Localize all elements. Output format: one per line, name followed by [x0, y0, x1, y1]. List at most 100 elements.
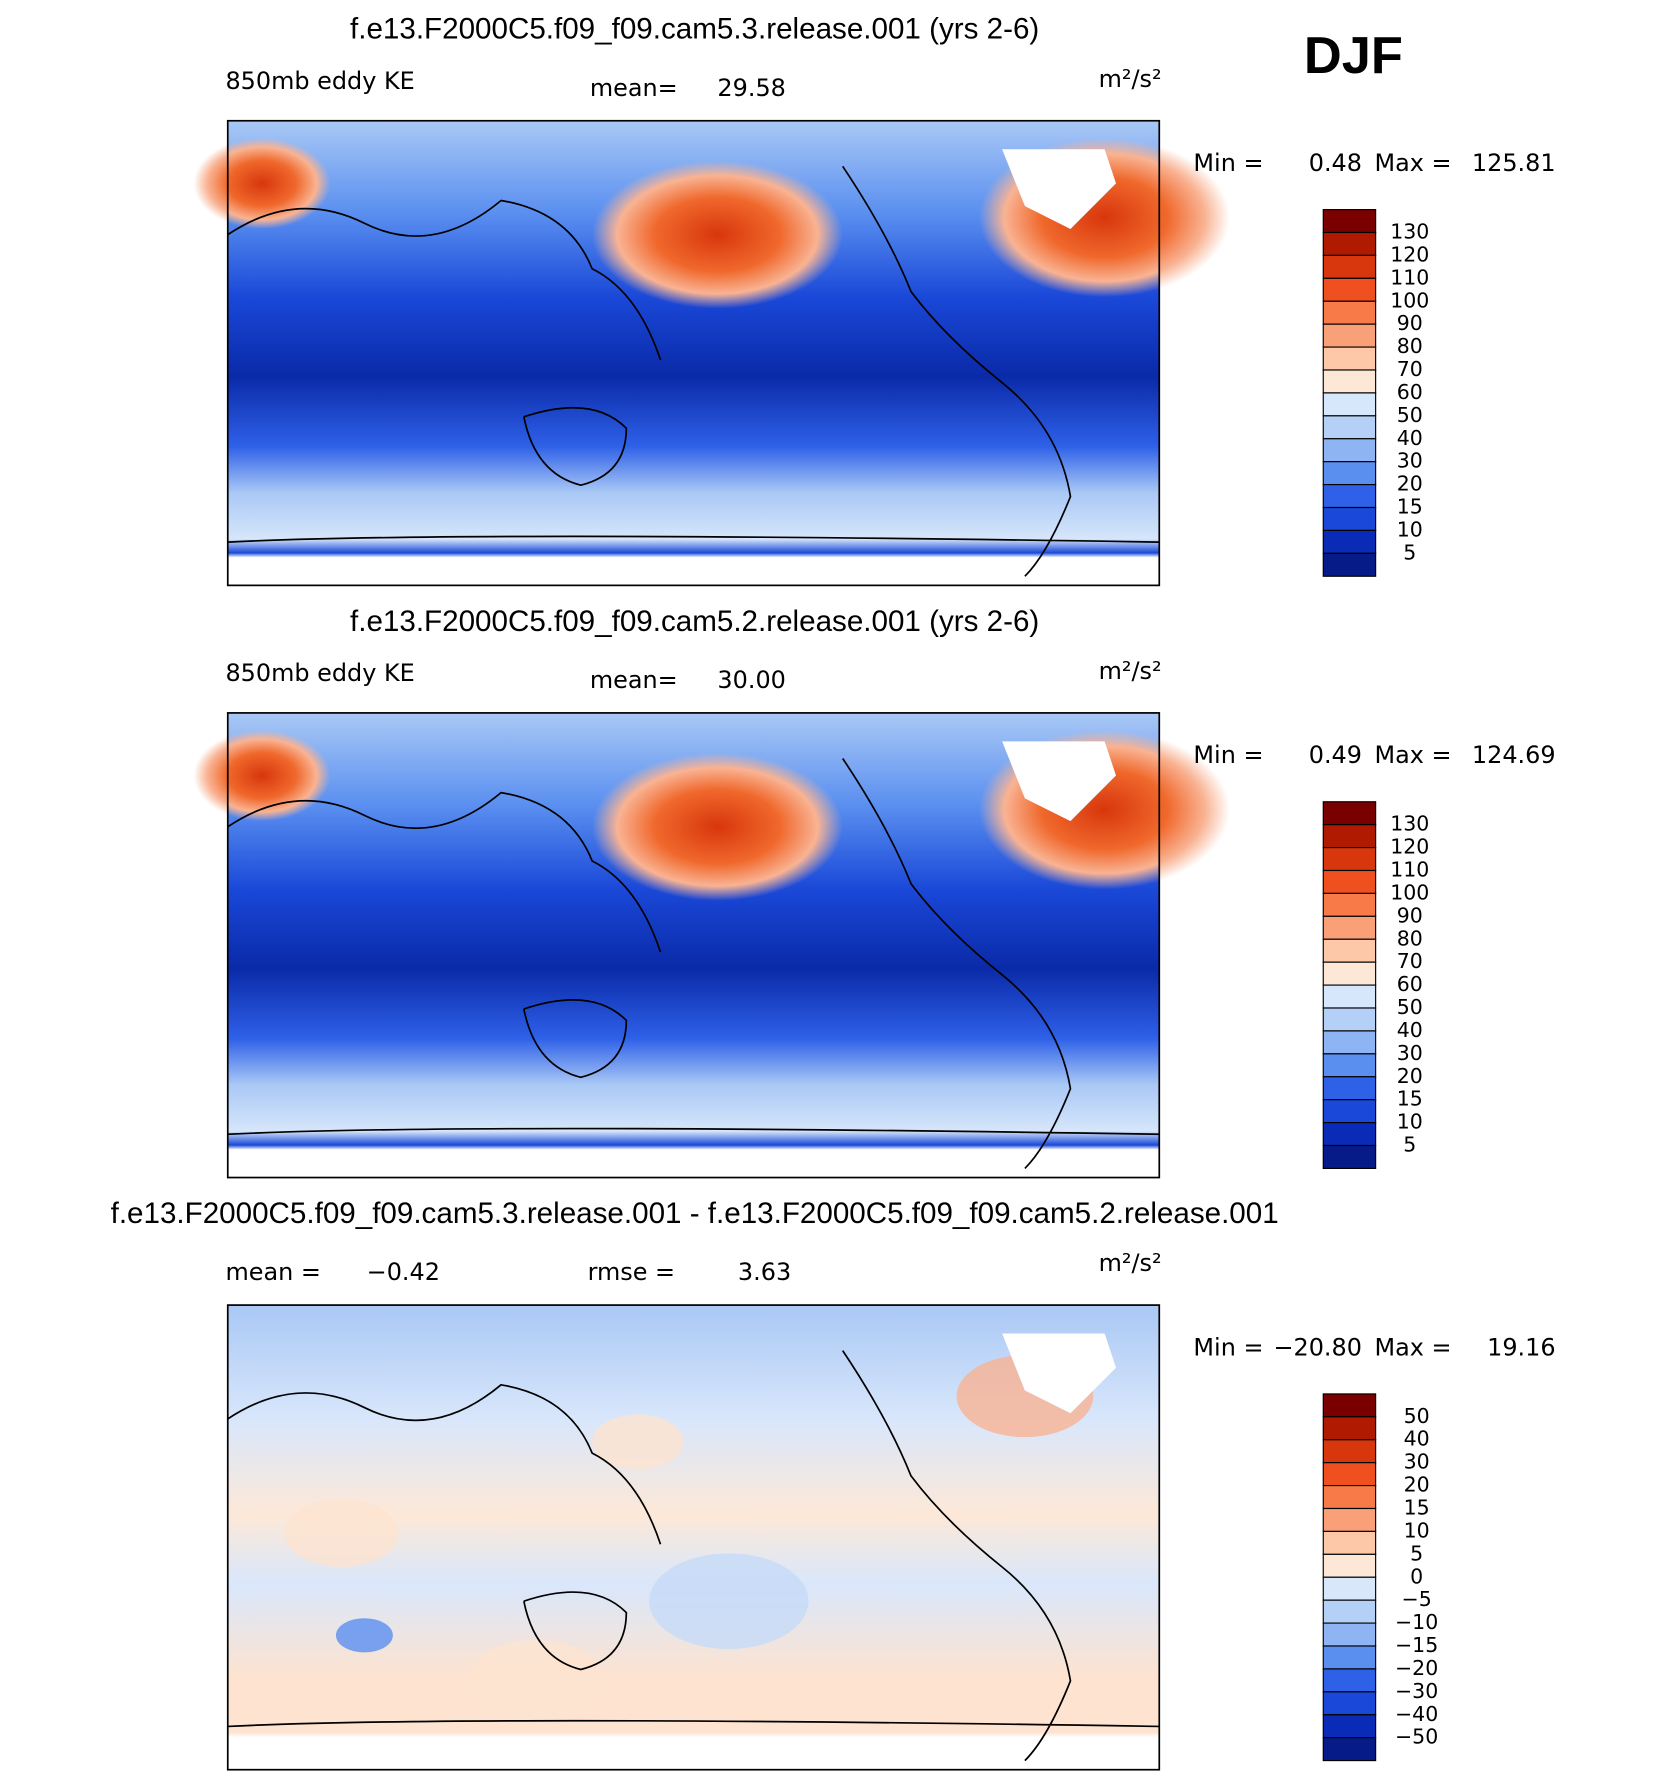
colorbar-label: 40: [1397, 426, 1423, 450]
colorbar-label: 30: [1397, 449, 1423, 473]
colorbar-box: [1322, 1714, 1377, 1739]
colorbar-box: [1322, 1622, 1377, 1647]
stat-value: −0.42: [367, 1258, 440, 1286]
map-frame: [226, 1304, 1161, 1771]
anomaly: [649, 1553, 809, 1649]
colorbar-label: 70: [1397, 357, 1423, 381]
colorbar-label: 80: [1397, 334, 1423, 358]
colorbar-label: 5: [1410, 1541, 1423, 1565]
colorbar-label: 40: [1397, 1018, 1423, 1042]
max-value: 124.69: [1472, 741, 1556, 769]
colorbar-label: 10: [1397, 1110, 1423, 1134]
max-value: 125.81: [1472, 149, 1556, 177]
colorbar-box: [1322, 254, 1377, 279]
colorbar-box: [1322, 1416, 1377, 1441]
units: m²/s²: [1099, 1249, 1162, 1277]
colorbar-label: 120: [1390, 242, 1429, 266]
season-label: DJF: [1304, 27, 1403, 85]
map-frame: [226, 712, 1161, 1179]
field-label: 850mb eddy KE: [225, 67, 414, 95]
min-label: Min =: [1193, 149, 1263, 177]
colorbar-label: 100: [1390, 880, 1429, 904]
anomaly: [592, 1414, 684, 1470]
colorbar-label: 60: [1397, 972, 1423, 996]
colorbar-label: −20: [1395, 1656, 1438, 1680]
colorbar-label: 110: [1390, 265, 1429, 289]
colorbar-label: 130: [1390, 812, 1429, 836]
colorbar-box: [1322, 892, 1377, 917]
min-value: 0.48: [1309, 149, 1362, 177]
colorbar-box: [1322, 392, 1377, 417]
colorbar-box: [1322, 277, 1377, 302]
colorbar-label: 120: [1390, 835, 1429, 859]
colorbar-box: [1322, 984, 1377, 1009]
stat-label: mean =: [225, 1258, 320, 1286]
colorbar-box: [1322, 209, 1377, 234]
colorbar-label: 5: [1403, 540, 1416, 564]
colorbar-box: [1322, 1076, 1377, 1101]
panel-title: f.e13.F2000C5.f09_f09.cam5.3.release.001…: [111, 1197, 1279, 1230]
max-label: Max =: [1375, 1333, 1452, 1361]
colorbar-box: [1322, 1576, 1377, 1601]
field-label: 850mb eddy KE: [225, 659, 414, 687]
colorbar-label: 60: [1397, 380, 1423, 404]
anomaly: [284, 1498, 399, 1568]
colorbar-label: 110: [1390, 857, 1429, 881]
colorbar-box: [1322, 938, 1377, 963]
colorbar-box: [1322, 1691, 1377, 1716]
units: m²/s²: [1099, 65, 1162, 93]
storm-track: [592, 752, 843, 901]
min-value: 0.49: [1309, 741, 1362, 769]
colorbar-box: [1322, 1485, 1377, 1510]
min-label: Min =: [1193, 1333, 1263, 1361]
colorbar-label: −15: [1395, 1633, 1438, 1657]
min-label: Min =: [1193, 741, 1263, 769]
colorbar-label: 20: [1397, 472, 1423, 496]
panel-title: f.e13.F2000C5.f09_f09.cam5.2.release.001…: [350, 605, 1039, 638]
colorbar-box: [1322, 1122, 1377, 1147]
colorbar-box: [1322, 346, 1377, 371]
storm-track: [193, 730, 331, 822]
colorbar-box: [1322, 415, 1377, 440]
colorbar-label: 100: [1390, 288, 1429, 312]
colorbar-box: [1322, 552, 1377, 577]
colorbar-box: [1322, 1007, 1377, 1032]
max-value: 19.16: [1487, 1333, 1555, 1361]
colorbar-label: −50: [1395, 1725, 1438, 1749]
colorbar-label: 90: [1397, 311, 1423, 335]
colorbar-label: 50: [1404, 1404, 1430, 1428]
colorbar-box: [1322, 438, 1377, 463]
coastline: [227, 1350, 1160, 1762]
colorbar-box: [1322, 1645, 1377, 1670]
colorbar-box: [1322, 915, 1377, 940]
storm-track: [592, 160, 843, 309]
min-value: −20.80: [1273, 1333, 1361, 1361]
colorbar-label: −10: [1395, 1610, 1438, 1634]
max-label: Max =: [1375, 149, 1452, 177]
colorbar-label: 40: [1404, 1427, 1430, 1451]
coastline: [227, 165, 1160, 577]
colorbar-box: [1322, 300, 1377, 325]
colorbar-box: [1322, 1530, 1377, 1555]
colorbar-box: [1322, 461, 1377, 486]
colorbar-label: 10: [1404, 1518, 1430, 1542]
stat-label: rmse =: [588, 1258, 676, 1286]
anomaly: [335, 1618, 393, 1653]
colorbar-box: [1322, 1393, 1377, 1418]
colorbar-label: 15: [1397, 1087, 1423, 1111]
max-label: Max =: [1375, 741, 1452, 769]
colorbar-label: 15: [1397, 495, 1423, 519]
map-frame: [226, 119, 1161, 587]
stat-label: mean=: [590, 666, 678, 694]
colorbar-label: 30: [1397, 1041, 1423, 1065]
colorbar-box: [1322, 869, 1377, 894]
colorbar-box: [1322, 961, 1377, 986]
colorbar-label: 20: [1404, 1473, 1430, 1497]
colorbar-box: [1322, 369, 1377, 394]
colorbar-label: −30: [1395, 1679, 1438, 1703]
colorbar-label: 20: [1397, 1064, 1423, 1088]
coastline: [227, 757, 1160, 1170]
stat-value: 3.63: [738, 1258, 791, 1286]
colorbar-label: 15: [1404, 1495, 1430, 1519]
